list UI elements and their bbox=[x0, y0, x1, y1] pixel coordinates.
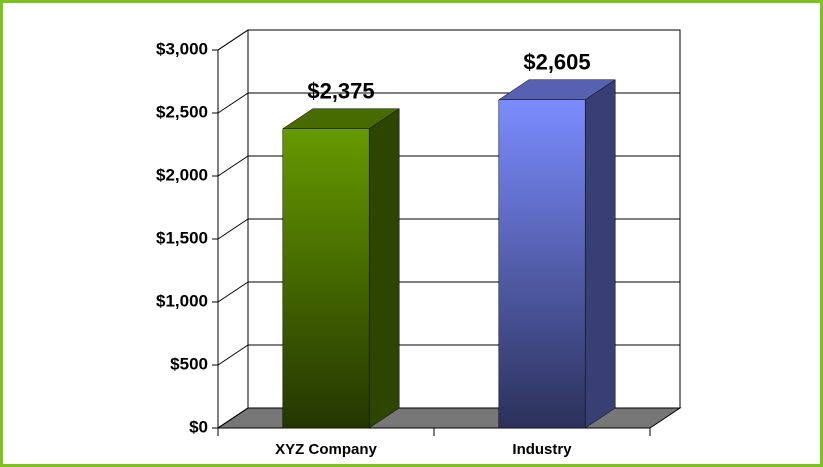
y-tick-label: $500 bbox=[170, 354, 208, 373]
grid-line bbox=[217, 344, 249, 366]
bar-shade bbox=[498, 99, 586, 429]
grid-line bbox=[217, 281, 249, 303]
grid-line bbox=[217, 407, 249, 429]
grid-line bbox=[217, 155, 249, 177]
bar-side-shade bbox=[585, 79, 616, 429]
bar-top-shade bbox=[282, 108, 400, 129]
value-label: $2,375 bbox=[307, 79, 374, 104]
x-tick-label: Industry bbox=[512, 441, 572, 458]
y-tick-label: $2,000 bbox=[156, 165, 208, 184]
bar-top-shade bbox=[498, 79, 616, 100]
y-tick-label: $0 bbox=[189, 417, 208, 436]
plot-area: $0 $500 $1,000 $1,500 $2,000 $2,500 $3,000 XYZ … bbox=[156, 29, 682, 458]
y-tick-label: $1,000 bbox=[156, 291, 208, 310]
bar-shade bbox=[282, 128, 370, 428]
grid-line bbox=[217, 29, 249, 51]
y-tick-label: $3,000 bbox=[156, 39, 208, 58]
y-tick-label: $2,500 bbox=[156, 102, 208, 121]
grid-line bbox=[217, 218, 249, 240]
y-tick-label: $1,500 bbox=[156, 228, 208, 247]
grid-line bbox=[217, 92, 249, 114]
value-label: $2,605 bbox=[523, 50, 590, 75]
bar-side-shade bbox=[369, 108, 400, 428]
x-tick-label: XYZ Company bbox=[275, 441, 377, 458]
